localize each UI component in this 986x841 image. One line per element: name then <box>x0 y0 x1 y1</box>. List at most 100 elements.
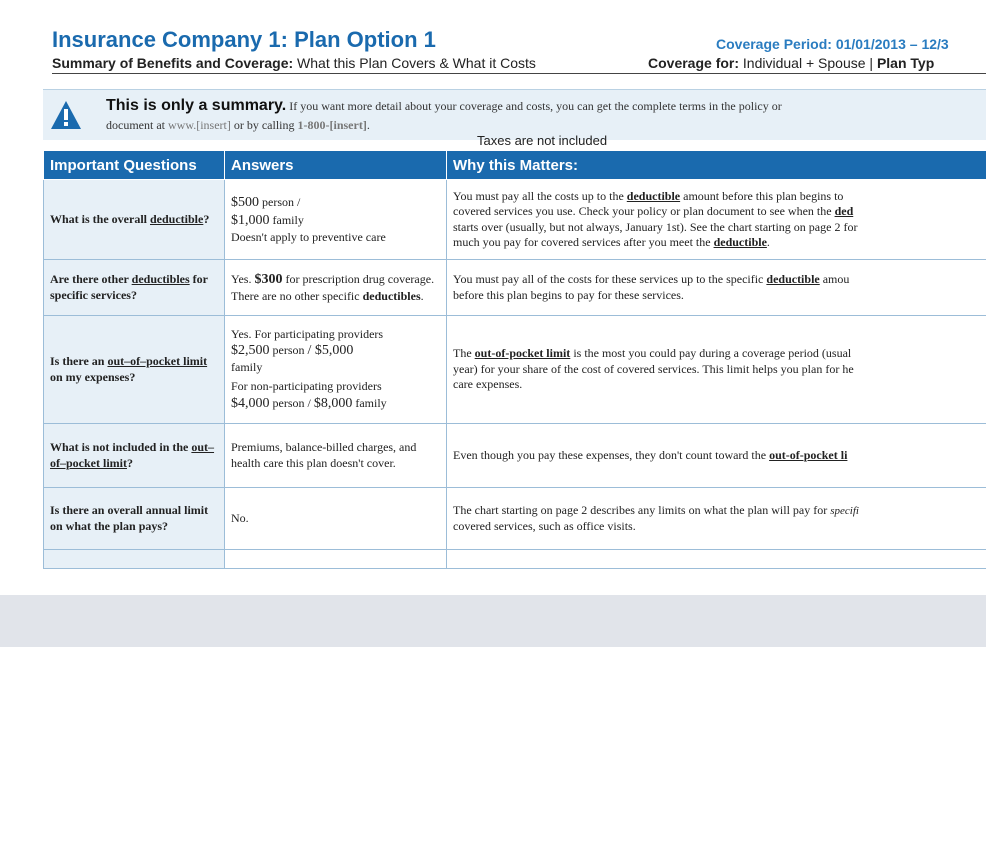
answer-cell: No. <box>224 487 447 550</box>
glossary-term[interactable]: deductible <box>713 234 767 249</box>
answer-text: For non-participating providers <box>231 379 382 394</box>
benefits-table: Important Questions Answers Why this Mat… <box>43 150 986 580</box>
amount: $4,000 <box>231 395 270 411</box>
amount-unit: family <box>231 359 263 374</box>
table-row: Is there an overall annual limit on what… <box>43 487 986 550</box>
why-cell: The chart starting on page 2 describes a… <box>446 487 986 550</box>
glossary-term[interactable]: out–of–pocket limit <box>107 354 208 369</box>
why-text-italic: specifi <box>830 505 859 518</box>
why-text: amount before this plan begins to <box>680 188 844 203</box>
question-text: ? <box>203 211 210 226</box>
header-important-questions: Important Questions <box>43 150 225 180</box>
notice-text-4: . <box>366 118 370 132</box>
why-text: starts over (usually, but not always, Ja… <box>453 219 858 234</box>
coverage-for: Coverage for: Individual + Spouse | Plan… <box>648 55 934 71</box>
glossary-term[interactable]: ded <box>834 204 854 219</box>
amount-unit: person <box>269 342 308 357</box>
notice-line-2: document at www.[insert] or by calling 1… <box>106 118 370 133</box>
header-rule <box>52 73 986 74</box>
amount-unit: person / <box>259 194 301 209</box>
question-cell: What is the overall deductible? <box>43 179 225 260</box>
amount: $500 <box>231 194 259 210</box>
amount: $2,500 <box>231 342 270 358</box>
summary-notice: This is only a summary. If you want more… <box>43 89 986 140</box>
why-text: . <box>766 234 770 249</box>
coverage-for-value: Individual + Spouse | <box>739 55 877 71</box>
question-text: Is there an <box>50 354 108 369</box>
header-answers: Answers <box>224 150 447 180</box>
website-link[interactable]: www.[insert] <box>167 118 231 132</box>
document-page: Insurance Company 1: Plan Option 1 Cover… <box>43 27 986 580</box>
why-text: The <box>453 346 475 361</box>
phone-number: 1-800-[insert] <box>297 118 367 132</box>
table-row: Are there other deductibles for specific… <box>43 259 986 316</box>
answer-term: deductibles <box>362 288 421 303</box>
subtitle-bold: Summary of Benefits and Coverage: <box>52 55 294 71</box>
why-text: before this plan begins to pay for these… <box>453 287 684 302</box>
coverage-for-label: Coverage for: <box>648 55 740 71</box>
why-text: You must pay all the costs up to the <box>453 188 627 203</box>
question-cell: What is not included in the out–of–pocke… <box>43 423 225 488</box>
taxes-note: Taxes are not included <box>477 133 608 148</box>
question-cell: Are there other deductibles for specific… <box>43 259 225 316</box>
amount: $1,000 <box>231 212 270 228</box>
answer-text: for prescription drug coverage. There ar… <box>231 271 435 303</box>
answer-text: Yes. For participating providers <box>231 326 384 341</box>
amount-unit: family <box>352 395 387 410</box>
question-cell-partial <box>43 549 225 569</box>
glossary-term[interactable]: out-of-pocket li <box>769 447 848 462</box>
glossary-term[interactable]: deductible <box>150 211 204 226</box>
table-row: What is the overall deductible? $500 per… <box>43 179 986 260</box>
why-text: You must pay all of the costs for these … <box>453 272 767 287</box>
answer-note: Doesn't apply to preventive care <box>231 229 386 244</box>
why-text: amou <box>819 272 850 287</box>
question-cell: Is there an overall annual limit on what… <box>43 487 225 550</box>
answer-text: . <box>420 288 424 303</box>
table-row-partial <box>43 549 986 569</box>
why-cell: Even though you pay these expenses, they… <box>446 423 986 488</box>
amount: / $5,000 <box>307 342 354 358</box>
glossary-term[interactable]: out–of–pocket limit <box>50 440 215 470</box>
notice-title: This is only a summary. <box>106 97 287 114</box>
glossary-term[interactable]: deductibles <box>131 272 190 287</box>
glossary-term[interactable]: out-of-pocket limit <box>474 346 571 361</box>
why-cell: The out-of-pocket limit is the most you … <box>446 315 986 424</box>
answer-cell: Yes. For participating providers $2,500 … <box>224 315 447 424</box>
summary-subtitle: Summary of Benefits and Coverage: What t… <box>52 55 536 71</box>
amount: $8,000 <box>313 395 353 411</box>
amount-unit: family <box>269 212 304 227</box>
why-text: The chart starting on page 2 describes a… <box>453 503 831 518</box>
subtitle-rest: What this Plan Covers & What it Costs <box>293 55 536 71</box>
table-row: What is not included in the out–of–pocke… <box>43 423 986 488</box>
glossary-term[interactable]: deductible <box>766 272 820 287</box>
notice-text-3: or by calling <box>230 118 298 132</box>
why-cell: You must pay all of the costs for these … <box>446 259 986 316</box>
why-cell-partial <box>446 549 986 569</box>
answer-cell-partial <box>224 549 447 569</box>
glossary-term[interactable]: deductible <box>626 188 681 203</box>
why-text: covered services you use. Check your pol… <box>453 204 835 219</box>
viewer-footer-band <box>0 595 986 647</box>
why-cell: You must pay all the costs up to the ded… <box>446 179 986 260</box>
question-text: ? <box>127 455 133 470</box>
why-text: year) for your share of the cost of cove… <box>453 361 854 376</box>
amount-unit: person / <box>269 395 314 410</box>
why-text: Even though you pay these expenses, they… <box>453 447 770 462</box>
notice-text-2: document at <box>106 118 168 132</box>
why-text: is the most you could pay during a cover… <box>570 346 852 361</box>
question-cell: Is there an out–of–pocket limit on my ex… <box>43 315 225 424</box>
question-text: What is not included in the <box>50 440 192 455</box>
question-text: Are there other <box>50 272 132 287</box>
notice-text: If you want more detail about your cover… <box>286 99 782 113</box>
table-row: Is there an out–of–pocket limit on my ex… <box>43 315 986 424</box>
answer-cell: Premiums, balance-billed charges, and he… <box>224 423 447 488</box>
notice-line-1: This is only a summary. If you want more… <box>106 97 782 115</box>
plan-type-label: Plan Typ <box>876 55 935 71</box>
coverage-period: Coverage Period: 01/01/2013 – 12/3 <box>716 36 949 52</box>
question-text: for specific services? <box>50 272 208 302</box>
why-text: covered services, such as office visits. <box>453 518 636 533</box>
why-text: care expenses. <box>453 377 523 392</box>
question-text: on my expenses? <box>50 369 136 384</box>
answer-cell: Yes. $300 for prescription drug coverage… <box>224 259 447 316</box>
answer-text: Yes. <box>231 271 255 286</box>
